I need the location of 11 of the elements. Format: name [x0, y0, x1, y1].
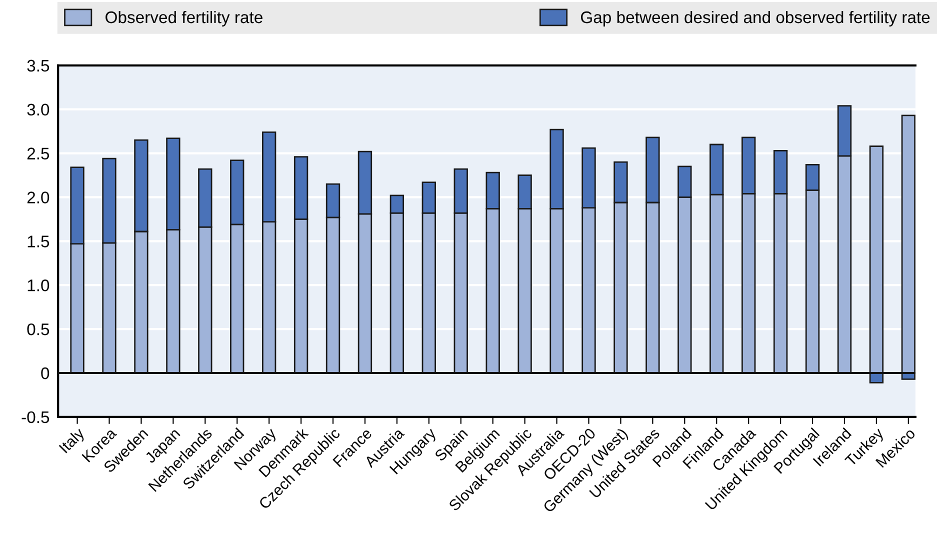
y-tick-label: 0.5: [27, 323, 50, 336]
y-tick-label: 2.5: [27, 148, 50, 160]
y-tick-label: 0: [41, 367, 50, 380]
y-tick-label: 1.0: [28, 280, 50, 292]
y-tick-label: 1.5: [28, 236, 50, 248]
y-tick-label: 2.0: [27, 192, 50, 204]
legend-label: Gap between desired and observed fertility rate: [580, 10, 930, 27]
y-tick-label: 3.0: [27, 104, 50, 116]
y-tick-label: -0.5: [22, 411, 50, 424]
legend-label: Observed fertility rate: [106, 10, 262, 27]
y-tick-label: 3.5: [27, 60, 50, 72]
